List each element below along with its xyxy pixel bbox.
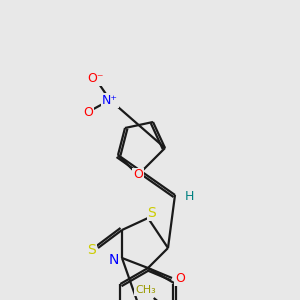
Text: CH₃: CH₃ <box>135 285 156 295</box>
Text: O⁻: O⁻ <box>87 71 103 85</box>
Text: N: N <box>109 253 119 267</box>
Text: O: O <box>83 106 93 118</box>
Text: S: S <box>148 206 156 220</box>
Text: S: S <box>88 243 96 257</box>
Text: N⁺: N⁺ <box>102 94 118 106</box>
Text: O: O <box>133 169 143 182</box>
Text: O: O <box>175 272 185 284</box>
Text: H: H <box>184 190 194 203</box>
